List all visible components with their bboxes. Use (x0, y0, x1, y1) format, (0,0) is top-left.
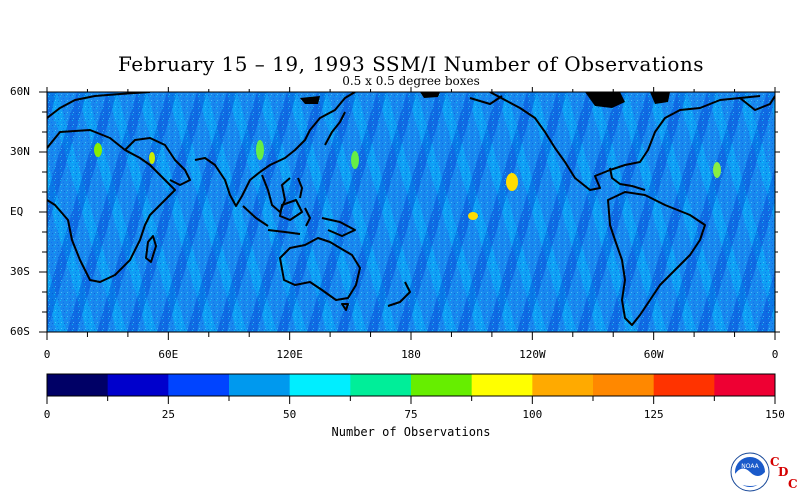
lon-label: 0 (43, 348, 51, 361)
borneo-coastline (279, 199, 303, 221)
lon-label: 180 (401, 348, 421, 361)
page-title: February 15 – 19, 1993 SSM/I Number of O… (117, 52, 705, 76)
observation-field (0, 92, 800, 332)
lat-label: 30S (10, 265, 30, 278)
sumatra-coastline (242, 205, 269, 227)
north-america-coastline (489, 92, 761, 191)
greenland-coastline (739, 95, 775, 111)
colorbar-swatch (168, 374, 230, 396)
noaa-logo-icon: NOAA (730, 452, 770, 492)
java-coastline (267, 229, 301, 235)
cdc-letter-1: C (770, 455, 780, 469)
swath-band (0, 92, 7, 332)
africa-coastline (47, 129, 176, 283)
sulawesi-coastline (304, 207, 311, 227)
colorbar-tick-label: 100 (522, 408, 543, 421)
lat-label: EQ (10, 205, 24, 218)
tasmania-coastline (341, 303, 349, 311)
australia-coastline (279, 237, 361, 301)
no-data-region (420, 92, 440, 98)
hotspot (351, 151, 359, 169)
arabia-coastline (124, 137, 191, 186)
caribbean-coastline (609, 167, 646, 191)
lat-label: 60S (10, 325, 30, 338)
lon-label: 120E (276, 348, 303, 361)
cdc-letter-2: D (778, 465, 789, 479)
logo-text: NOAA (741, 463, 759, 470)
colorbar-swatch (411, 374, 473, 396)
colorbar-title: Number of Observations (331, 425, 491, 439)
colorbar-swatch (289, 374, 351, 396)
new-guinea-coastline (321, 217, 356, 237)
lon-label: 60W (643, 348, 664, 361)
lon-label: 0 (771, 348, 779, 361)
south-america-coastline (607, 191, 706, 326)
page-subtitle: 0.5 x 0.5 degree boxes (342, 74, 480, 88)
lat-label: 30N (10, 145, 30, 158)
no-data-region (585, 92, 625, 108)
colorbar-swatch (532, 374, 594, 396)
hotspot (256, 140, 264, 160)
colorbar-swatch (653, 374, 715, 396)
lon-label: 120W (519, 348, 546, 361)
colorbar-tick-label: 0 (43, 408, 51, 421)
india-coastline (194, 157, 261, 207)
cdc-letter-3: C (788, 477, 798, 491)
colorbar-swatch (471, 374, 533, 396)
swath-band (787, 92, 800, 332)
philippines-coastline (297, 177, 303, 199)
axis-ticks (39, 87, 780, 340)
madagascar-coastline (145, 235, 157, 263)
colorbar-swatch (350, 374, 412, 396)
japan-coastline (324, 111, 346, 146)
hotspots (94, 140, 721, 220)
colorbar (46, 373, 776, 404)
alaska-coastline (469, 95, 503, 105)
europe-coastline (47, 92, 151, 119)
no-data-region (650, 92, 670, 104)
colorbar-swatch (593, 374, 655, 396)
hotspot (94, 143, 102, 157)
hotspot (713, 162, 721, 178)
colorbar-tick-label: 25 (161, 408, 175, 421)
new-zealand-coastline (387, 281, 411, 307)
no-data-region (300, 96, 320, 104)
colorbar-swatch (229, 374, 291, 396)
colorbar-swatch (47, 374, 109, 396)
colorbar-tick-label: 150 (765, 408, 785, 421)
hotspot (149, 152, 155, 164)
colorbar-swatch (107, 374, 169, 396)
lon-label: 60E (158, 348, 179, 361)
field-texture (47, 92, 775, 332)
colorbar-tick-label: 50 (283, 408, 297, 421)
hotspot (468, 212, 478, 220)
coastlines (47, 92, 775, 326)
colorbar-tick-label: 125 (643, 408, 664, 421)
east-asia-coastline (259, 92, 356, 173)
hotspot (506, 173, 518, 191)
colorbar-swatch (714, 374, 776, 396)
no-data-regions (300, 92, 670, 108)
colorbar-tick-label: 75 (404, 408, 418, 421)
lat-label: 60N (10, 85, 30, 98)
